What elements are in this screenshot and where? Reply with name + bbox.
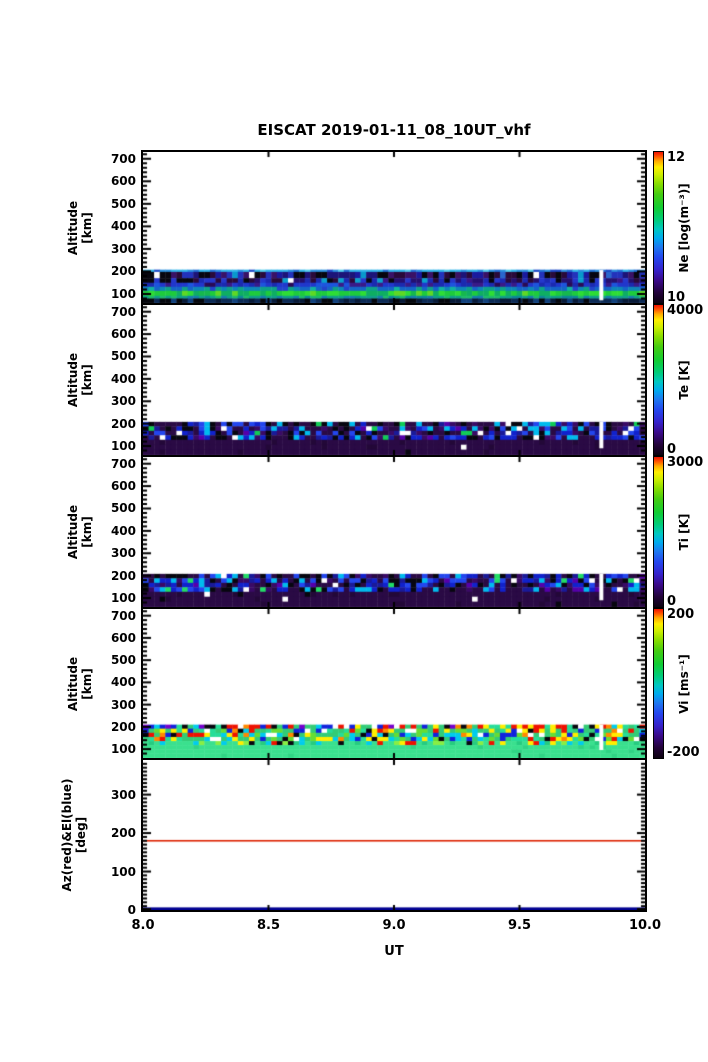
colorbar-te-title: Te [K] (677, 360, 691, 400)
y-tick-label: 100 (110, 591, 136, 606)
x-tick-label: 10.0 (628, 918, 662, 933)
plot-title: EISCAT 2019-01-11_08_10UT_vhf (257, 121, 531, 139)
colorbar-ne-max: 12 (667, 150, 686, 165)
colorbar-ne-title: Ne [log(m⁻³)] (677, 183, 691, 273)
x-axis-label: UT (384, 944, 404, 959)
colorbar-ne (653, 151, 664, 304)
colorbar-te-max: 4000 (667, 303, 704, 318)
colorbar-te-min: 0 (667, 442, 677, 457)
panel-te (141, 303, 647, 457)
colorbar-ti-gradient (654, 457, 663, 607)
y-tick-label: 200 (110, 416, 136, 431)
colorbar-vi-max: 200 (667, 607, 695, 622)
y-tick-label: 500 (110, 653, 136, 668)
y-tick-label: 500 (110, 196, 136, 211)
x-tick-label: 8.5 (256, 918, 281, 933)
y-tick-label: 500 (110, 501, 136, 516)
y-tick-label: 700 (110, 456, 136, 471)
panel-vi (141, 607, 647, 760)
panel-ne (141, 150, 647, 305)
panel-ti (141, 455, 647, 609)
y-tick-label: 600 (110, 327, 136, 342)
az-el-y-axis-label: Az(red)&El(blue) [deg] (60, 778, 88, 892)
colorbar-te-gradient (654, 305, 663, 455)
colorbar-vi (653, 608, 664, 759)
colorbar-vi-min: -200 (667, 745, 700, 760)
y-tick-label: 200 (110, 719, 136, 734)
y-tick-label: 0 (127, 903, 136, 917)
colorbar-te (653, 304, 664, 456)
y-tick-label: 600 (110, 630, 136, 645)
colorbar-ti-title: Ti [K] (677, 513, 691, 551)
y-tick-label: 200 (110, 264, 136, 279)
y-tick-label: 200 (110, 826, 136, 841)
y-tick-label: 400 (110, 523, 136, 538)
y-tick-label: 700 (110, 151, 136, 166)
te-heatmap-canvas (143, 305, 645, 455)
y-tick-label: 700 (110, 608, 136, 623)
y-tick-label: 600 (110, 479, 136, 494)
panel-az-el (141, 758, 647, 912)
y-tick-label: 200 (110, 568, 136, 583)
x-tick-label: 9.5 (507, 918, 532, 933)
colorbar-vi-gradient (654, 609, 663, 758)
y-tick-label: 300 (110, 787, 136, 802)
y-tick-label: 100 (110, 864, 136, 879)
ne-heatmap-canvas (143, 152, 645, 303)
vi-heatmap-canvas (143, 609, 645, 758)
y-tick-label: 600 (110, 174, 136, 189)
y-tick-label: 300 (110, 697, 136, 712)
y-tick-label: 400 (110, 675, 136, 690)
ti-heatmap-canvas (143, 457, 645, 607)
y-tick-label: 100 (110, 742, 136, 757)
colorbar-ti (653, 456, 664, 608)
colorbar-ti-max: 3000 (667, 455, 704, 470)
y-tick-label: 400 (110, 219, 136, 234)
x-tick-label: 9.0 (382, 918, 406, 933)
y-tick-label: 300 (110, 241, 136, 256)
y-tick-label: 400 (110, 371, 136, 386)
az-el-lines-canvas (143, 760, 645, 910)
y-tick-label: 700 (110, 304, 136, 319)
y-tick-label: 100 (110, 286, 136, 301)
colorbar-ti-min: 0 (667, 594, 677, 609)
y-tick-label: 100 (110, 439, 136, 454)
y-tick-label: 300 (110, 546, 136, 561)
colorbar-ne-min: 10 (667, 290, 686, 305)
y-tick-label: 300 (110, 394, 136, 409)
colorbar-ne-gradient (654, 152, 663, 303)
colorbar-vi-title: Vi [ms⁻¹] (677, 654, 691, 714)
x-tick-label: 8.0 (131, 918, 155, 933)
y-tick-label: 500 (110, 349, 136, 364)
